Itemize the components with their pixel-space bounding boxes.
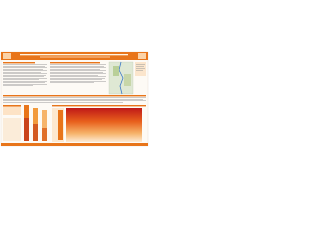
text-line [50, 72, 103, 73]
text-column-middle [50, 62, 106, 83]
logo [138, 53, 146, 59]
text-line [3, 78, 47, 79]
text-line [136, 64, 145, 65]
text-line [50, 78, 105, 79]
text-line [3, 76, 44, 77]
text-line [3, 85, 33, 86]
map-region [113, 66, 119, 76]
text-line [50, 81, 106, 82]
text-line [3, 69, 43, 70]
text-line [3, 66, 45, 67]
text-line [50, 69, 100, 70]
bar [42, 128, 47, 141]
text-line [3, 100, 146, 101]
text-line [3, 64, 47, 65]
legend-box [3, 118, 21, 141]
text-line [50, 82, 94, 83]
text-line [3, 99, 143, 100]
text-line [136, 70, 143, 71]
bar [58, 110, 63, 140]
bar [24, 118, 29, 141]
bar [33, 124, 38, 141]
text-line [50, 79, 102, 80]
page [0, 0, 149, 198]
text-line [50, 75, 98, 76]
section-header [3, 95, 146, 97]
title-line [20, 54, 128, 56]
text-line [3, 81, 47, 82]
map-region [124, 74, 131, 86]
text-line [50, 67, 106, 68]
text-line [3, 72, 41, 73]
text-line [136, 66, 144, 67]
text-line [50, 76, 106, 77]
wide-text-block [3, 95, 146, 103]
text-line [3, 75, 46, 76]
text-line [3, 73, 47, 74]
text-line [3, 67, 47, 68]
text-line [50, 66, 104, 67]
section-header [3, 62, 35, 64]
table [3, 105, 21, 115]
section-header [52, 105, 146, 107]
poster-screenshot [0, 0, 149, 198]
author-line [40, 56, 110, 58]
text-line [3, 82, 45, 83]
logo [3, 53, 11, 59]
text-line [3, 97, 146, 98]
bar [42, 110, 47, 141]
text-column-left [3, 62, 47, 86]
figures-left [3, 105, 47, 141]
info-box [135, 62, 146, 76]
figure-right [52, 105, 146, 142]
river [118, 61, 124, 95]
text-line [50, 70, 106, 71]
section-header [50, 62, 100, 64]
text-line [3, 102, 123, 103]
text-line [3, 70, 47, 71]
header-bar [1, 52, 148, 60]
footer-bar [1, 143, 148, 146]
text-line [3, 79, 39, 80]
text-line [50, 73, 106, 74]
text-line [50, 64, 106, 65]
map-panel [108, 61, 146, 95]
heatmap [66, 108, 142, 142]
table-header [3, 105, 21, 107]
text-line [136, 68, 145, 69]
text-line [3, 84, 47, 85]
